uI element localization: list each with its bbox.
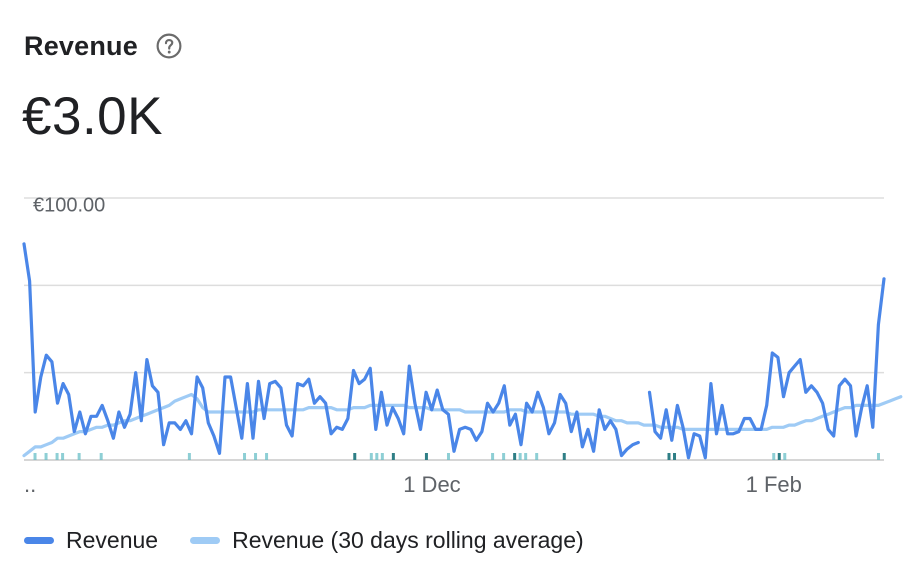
event-marker-dark [353,453,357,460]
event-marker [33,453,37,460]
event-marker [518,453,522,460]
event-marker [375,453,379,460]
event-marker [491,453,495,460]
event-marker [265,453,269,460]
revenue-series-line [22,242,886,460]
x-tick-label: .. [24,472,36,497]
legend-item-revenue[interactable]: Revenue [24,527,158,554]
event-marker [524,453,528,460]
event-marker [243,453,247,460]
event-marker [55,453,59,460]
event-marker-dark [424,453,428,460]
card-title: Revenue [24,30,138,61]
event-marker [380,453,384,460]
event-marker [876,453,880,460]
event-marker-dark [667,453,671,460]
event-marker [446,453,450,460]
x-tick-label: 1 Feb [746,472,802,497]
rolling-average-series-line [22,392,903,458]
event-marker-dark [777,453,781,460]
legend-label-revenue: Revenue [66,526,159,553]
event-marker [254,453,258,460]
legend-swatch-revenue [24,536,54,544]
chart-legend: Revenue Revenue (30 days rolling average… [24,524,616,556]
event-marker [61,453,65,460]
revenue-total: €3.0K [22,87,164,146]
event-marker [783,453,787,460]
legend-item-rolling-average[interactable]: Revenue (30 days rolling average) [190,527,584,554]
event-marker [369,453,373,460]
event-marker [502,453,506,460]
y-tick-label: €100.00 [33,195,105,217]
event-marker-dark [562,453,566,460]
event-marker [187,453,191,460]
card-header: Revenue [24,26,182,66]
event-marker [77,453,81,460]
revenue-line-chart: €100.00.. 1 Dec 1 Feb [22,195,903,497]
legend-swatch-rolling-average [190,536,221,544]
event-marker-dark [513,453,517,460]
event-marker [99,453,103,460]
event-marker [44,453,48,460]
legend-label-rolling-average: Revenue (30 days rolling average) [232,526,584,553]
event-marker-dark [391,453,395,460]
event-marker [535,453,539,460]
event-marker-dark [673,453,677,460]
event-marker [772,453,776,460]
question-circle-icon[interactable] [156,33,182,59]
x-tick-label: 1 Dec [403,472,460,497]
